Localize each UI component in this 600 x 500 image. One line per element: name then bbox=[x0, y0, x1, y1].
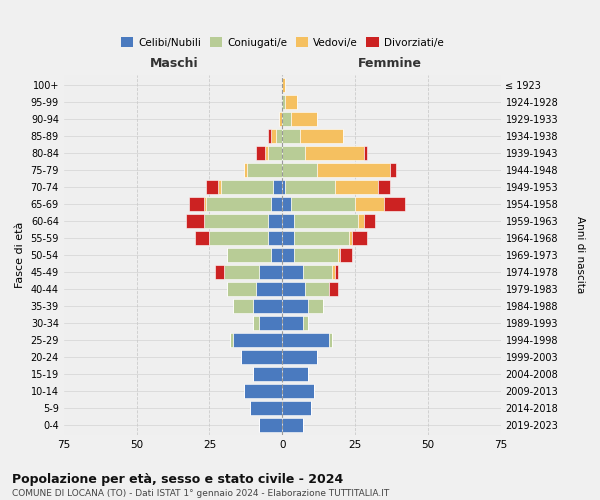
Bar bbox=[195, 231, 209, 245]
Bar bbox=[378, 180, 390, 194]
Bar bbox=[282, 418, 302, 432]
Bar bbox=[294, 248, 338, 262]
Bar bbox=[384, 197, 404, 211]
Bar bbox=[317, 163, 390, 177]
Bar bbox=[282, 231, 294, 245]
Bar bbox=[364, 214, 376, 228]
Bar bbox=[268, 214, 282, 228]
Bar bbox=[265, 146, 268, 160]
Bar bbox=[282, 197, 291, 211]
Bar bbox=[259, 316, 282, 330]
Bar bbox=[253, 366, 282, 381]
Bar bbox=[271, 197, 282, 211]
Bar bbox=[299, 129, 343, 143]
Bar bbox=[349, 231, 352, 245]
Bar bbox=[259, 418, 282, 432]
Bar bbox=[227, 282, 256, 296]
Bar bbox=[244, 163, 247, 177]
Bar bbox=[241, 350, 282, 364]
Bar bbox=[253, 316, 259, 330]
Bar bbox=[282, 350, 317, 364]
Text: Popolazione per età, sesso e stato civile - 2024: Popolazione per età, sesso e stato civil… bbox=[12, 472, 343, 486]
Bar bbox=[282, 265, 302, 279]
Bar bbox=[282, 163, 317, 177]
Bar bbox=[364, 146, 367, 160]
Bar bbox=[256, 282, 282, 296]
Bar bbox=[329, 282, 338, 296]
Bar bbox=[233, 299, 253, 313]
Bar bbox=[271, 248, 282, 262]
Bar bbox=[268, 146, 282, 160]
Text: Femmine: Femmine bbox=[358, 56, 422, 70]
Bar bbox=[308, 299, 323, 313]
Bar bbox=[340, 248, 352, 262]
Bar bbox=[282, 146, 305, 160]
Bar bbox=[209, 231, 268, 245]
Bar bbox=[358, 214, 364, 228]
Bar bbox=[203, 197, 206, 211]
Bar bbox=[305, 282, 329, 296]
Bar bbox=[279, 112, 282, 126]
Bar bbox=[291, 197, 355, 211]
Bar bbox=[294, 231, 349, 245]
Legend: Celibi/Nubili, Coniugati/e, Vedovi/e, Divorziati/e: Celibi/Nubili, Coniugati/e, Vedovi/e, Di… bbox=[116, 33, 448, 52]
Bar bbox=[268, 129, 271, 143]
Bar bbox=[230, 332, 233, 347]
Bar bbox=[329, 332, 332, 347]
Bar bbox=[352, 231, 367, 245]
Bar bbox=[282, 180, 285, 194]
Bar bbox=[282, 78, 285, 92]
Bar bbox=[259, 265, 282, 279]
Bar bbox=[274, 180, 282, 194]
Bar bbox=[282, 129, 299, 143]
Bar bbox=[244, 384, 282, 398]
Bar bbox=[285, 95, 297, 110]
Y-axis label: Fasce di età: Fasce di età bbox=[15, 222, 25, 288]
Bar bbox=[332, 265, 335, 279]
Bar bbox=[203, 214, 268, 228]
Bar bbox=[282, 112, 291, 126]
Bar bbox=[250, 400, 282, 415]
Bar bbox=[302, 316, 308, 330]
Bar bbox=[282, 282, 305, 296]
Bar bbox=[268, 231, 282, 245]
Text: COMUNE DI LOCANA (TO) - Dati ISTAT 1° gennaio 2024 - Elaborazione TUTTITALIA.IT: COMUNE DI LOCANA (TO) - Dati ISTAT 1° ge… bbox=[12, 489, 389, 498]
Bar bbox=[282, 95, 285, 110]
Text: Maschi: Maschi bbox=[150, 56, 199, 70]
Bar bbox=[247, 163, 282, 177]
Bar bbox=[335, 265, 338, 279]
Bar bbox=[186, 214, 203, 228]
Bar bbox=[282, 400, 311, 415]
Bar bbox=[282, 366, 308, 381]
Bar bbox=[282, 214, 294, 228]
Bar bbox=[291, 112, 317, 126]
Bar bbox=[271, 129, 277, 143]
Bar bbox=[355, 197, 384, 211]
Bar bbox=[253, 299, 282, 313]
Bar bbox=[390, 163, 396, 177]
Bar bbox=[282, 332, 329, 347]
Bar bbox=[282, 299, 308, 313]
Bar bbox=[206, 180, 218, 194]
Bar bbox=[282, 384, 314, 398]
Bar bbox=[233, 332, 282, 347]
Y-axis label: Anni di nascita: Anni di nascita bbox=[575, 216, 585, 294]
Bar bbox=[285, 180, 335, 194]
Bar bbox=[282, 248, 294, 262]
Bar bbox=[282, 316, 302, 330]
Bar bbox=[305, 146, 364, 160]
Bar bbox=[256, 146, 265, 160]
Bar bbox=[338, 248, 340, 262]
Bar bbox=[218, 180, 221, 194]
Bar bbox=[294, 214, 358, 228]
Bar bbox=[224, 265, 259, 279]
Bar bbox=[335, 180, 378, 194]
Bar bbox=[302, 265, 332, 279]
Bar bbox=[227, 248, 271, 262]
Bar bbox=[189, 197, 203, 211]
Bar bbox=[215, 265, 224, 279]
Bar bbox=[277, 129, 282, 143]
Bar bbox=[221, 180, 274, 194]
Bar bbox=[206, 197, 271, 211]
